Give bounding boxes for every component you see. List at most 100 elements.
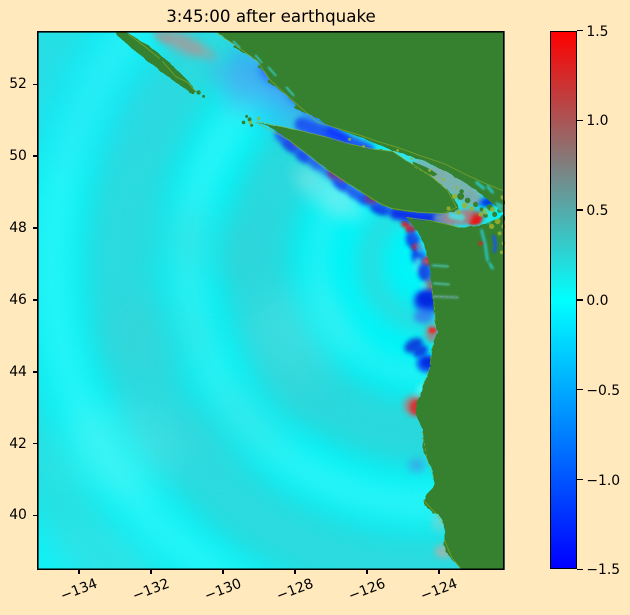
inland-water [488,261,495,270]
wave-blob [99,294,220,375]
colorbar [550,30,578,570]
shallow-olive [456,209,462,215]
inland-water [326,127,350,142]
wave-blob [418,291,436,307]
y-tick-label: 40 [9,507,27,524]
wave-blob [294,165,366,221]
colorbar-tick [577,119,583,122]
x-tick-label: −130 [202,575,244,604]
tsunami-map [37,30,505,570]
y-tick-label: 52 [9,76,27,93]
colorbar-tick-label: 1.0 [586,113,609,130]
plot-title: 3:45:00 after earthquake [166,6,376,26]
wave-blob [152,31,172,43]
x-tick-label: −128 [274,575,316,604]
colorbar-tick [577,29,583,32]
x-tick-label: −126 [346,575,388,604]
y-tick-label: 46 [9,291,27,308]
y-tick [32,83,38,86]
islet [473,201,479,207]
inland-water-over [233,40,505,299]
colorbar-tick [577,388,583,391]
x-tick [294,569,296,575]
inland-water [429,164,482,206]
wave-blob [192,43,218,61]
shoreline [215,31,399,148]
shallow-olive [489,223,495,229]
inland-water [275,131,394,214]
wave-blob [227,55,323,134]
wave-blob [182,370,318,460]
inland-water [484,207,493,224]
shallow-olive [478,211,484,217]
inland-water [268,66,277,76]
wave-blob [151,207,259,283]
islet [492,211,498,217]
x-tick-label: −132 [130,575,172,604]
islet [245,114,249,118]
shallow-olive [428,168,432,172]
colorbar-tick [577,299,583,301]
plot-border [37,30,505,570]
colorbar-tick [577,209,583,211]
shoreline [423,344,434,385]
wave-ring [84,30,505,570]
colorbar-tick [577,478,583,481]
x-tick [222,569,224,575]
land-vancouver-island [255,121,459,213]
y-tick-label: 42 [9,435,27,452]
wave-blob [478,240,484,245]
islet [202,94,206,98]
wave-blob [37,30,175,165]
shallow-olive [257,116,261,120]
shoreline [444,539,462,569]
wave-blob [469,219,481,225]
islet [465,197,471,203]
shallow-olive [396,148,400,152]
inland-water [389,206,446,224]
inland-water [432,294,460,299]
x-tick [150,569,152,575]
shallow-olive [500,250,504,254]
colorbar-tick-label: 0.5 [586,203,609,220]
x-tick [438,569,440,575]
islet [196,89,202,95]
land-haida-gwaii [115,30,197,94]
strait-water-under [275,116,482,283]
colorbar-tick-label: 1.5 [586,23,609,40]
shallow-olive [442,177,446,181]
inland-water [233,40,241,48]
inland-water [480,228,490,262]
shoreline [128,33,161,59]
colorbar-tick-label: −0.5 [586,382,621,399]
wave-blob [413,344,429,358]
y-tick-label: 50 [9,148,27,165]
land-mainland-south [406,213,505,570]
wave-blob [408,457,425,472]
shallow-olive [452,193,458,199]
wave-blobs-over [478,240,484,245]
inland-water [496,204,504,212]
inland-water [255,54,263,63]
colorbar-tick [577,568,583,571]
wave-blob [37,520,160,570]
shallow-olive [495,218,501,224]
x-tick [366,569,368,575]
shallow-olive [498,230,503,235]
shoreline [162,60,197,92]
wave-blob [429,326,438,333]
inland-water [286,86,295,96]
shallow-olive [410,156,414,160]
islet [457,192,465,200]
wave-blob [244,284,355,375]
shallow-olive [490,206,496,212]
shoreline [422,431,435,479]
inland-water [495,201,505,208]
islet [250,123,254,127]
islet [247,116,252,121]
wave-blob [420,280,429,291]
inland-water [448,211,466,221]
land-mainland-north [215,30,505,212]
inland-water [432,281,450,285]
islet [459,188,465,194]
